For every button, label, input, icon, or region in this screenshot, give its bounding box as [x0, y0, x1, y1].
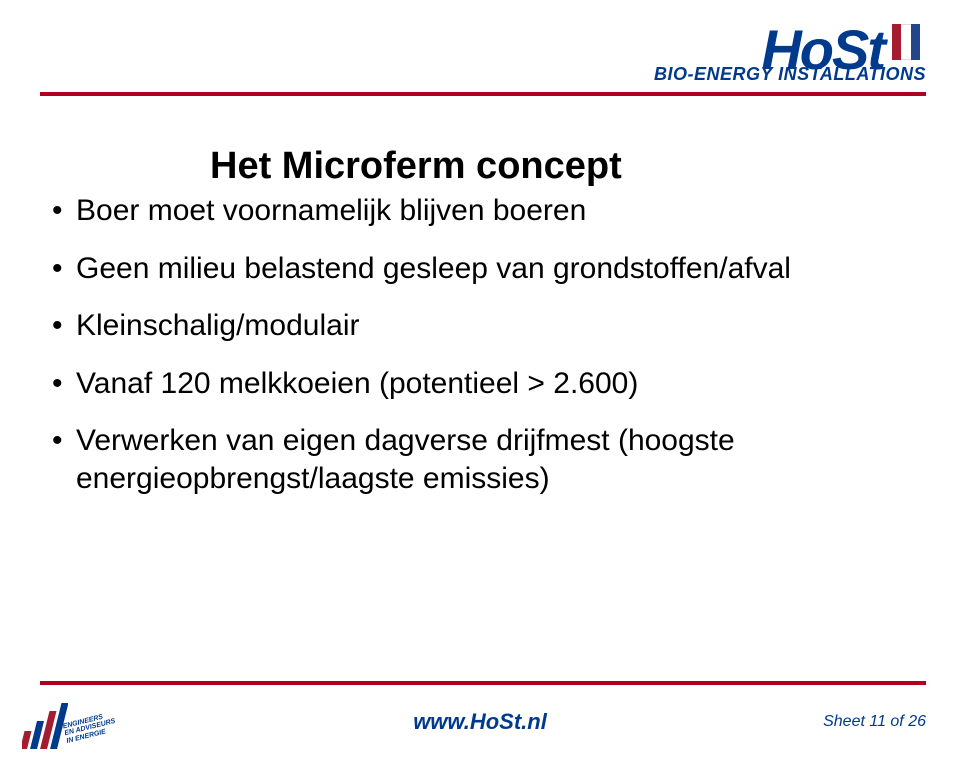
list-item: • Geen milieu belastend gesleep van gron…	[52, 250, 900, 288]
footer-url: www.HoSt.nl	[0, 709, 960, 735]
bullet-icon: •	[52, 365, 76, 403]
page-number: Sheet 11 of 26	[823, 713, 926, 731]
bullet-text: Vanaf 120 melkkoeien (potentieel > 2.600…	[76, 365, 900, 403]
bullet-text: Boer moet voornamelijk blijven boeren	[76, 192, 900, 230]
bullet-icon: •	[52, 422, 76, 497]
bullet-list: • Boer moet voornamelijk blijven boeren …	[52, 192, 900, 517]
list-item: • Kleinschalig/modulair	[52, 307, 900, 345]
list-item: • Boer moet voornamelijk blijven boeren	[52, 192, 900, 230]
brand-right	[892, 18, 926, 60]
slide: HoSt BIO-ENERGY INSTALLATIONS Het Microf…	[0, 0, 960, 759]
list-item: • Verwerken van eigen dagverse drijfmest…	[52, 422, 900, 497]
bullet-icon: •	[52, 250, 76, 288]
bullet-text: Geen milieu belastend gesleep van gronds…	[76, 250, 900, 288]
flag-icon	[892, 24, 920, 60]
footer-rule	[40, 681, 926, 685]
page-title: Het Microferm concept	[210, 145, 622, 188]
brand-tagline: BIO-ENERGY INSTALLATIONS	[654, 64, 926, 85]
bullet-text: Verwerken van eigen dagverse drijfmest (…	[76, 422, 900, 497]
header-rule	[40, 92, 926, 96]
bullet-icon: •	[52, 307, 76, 345]
bullet-text: Kleinschalig/modulair	[76, 307, 900, 345]
list-item: • Vanaf 120 melkkoeien (potentieel > 2.6…	[52, 365, 900, 403]
bullet-icon: •	[52, 192, 76, 230]
